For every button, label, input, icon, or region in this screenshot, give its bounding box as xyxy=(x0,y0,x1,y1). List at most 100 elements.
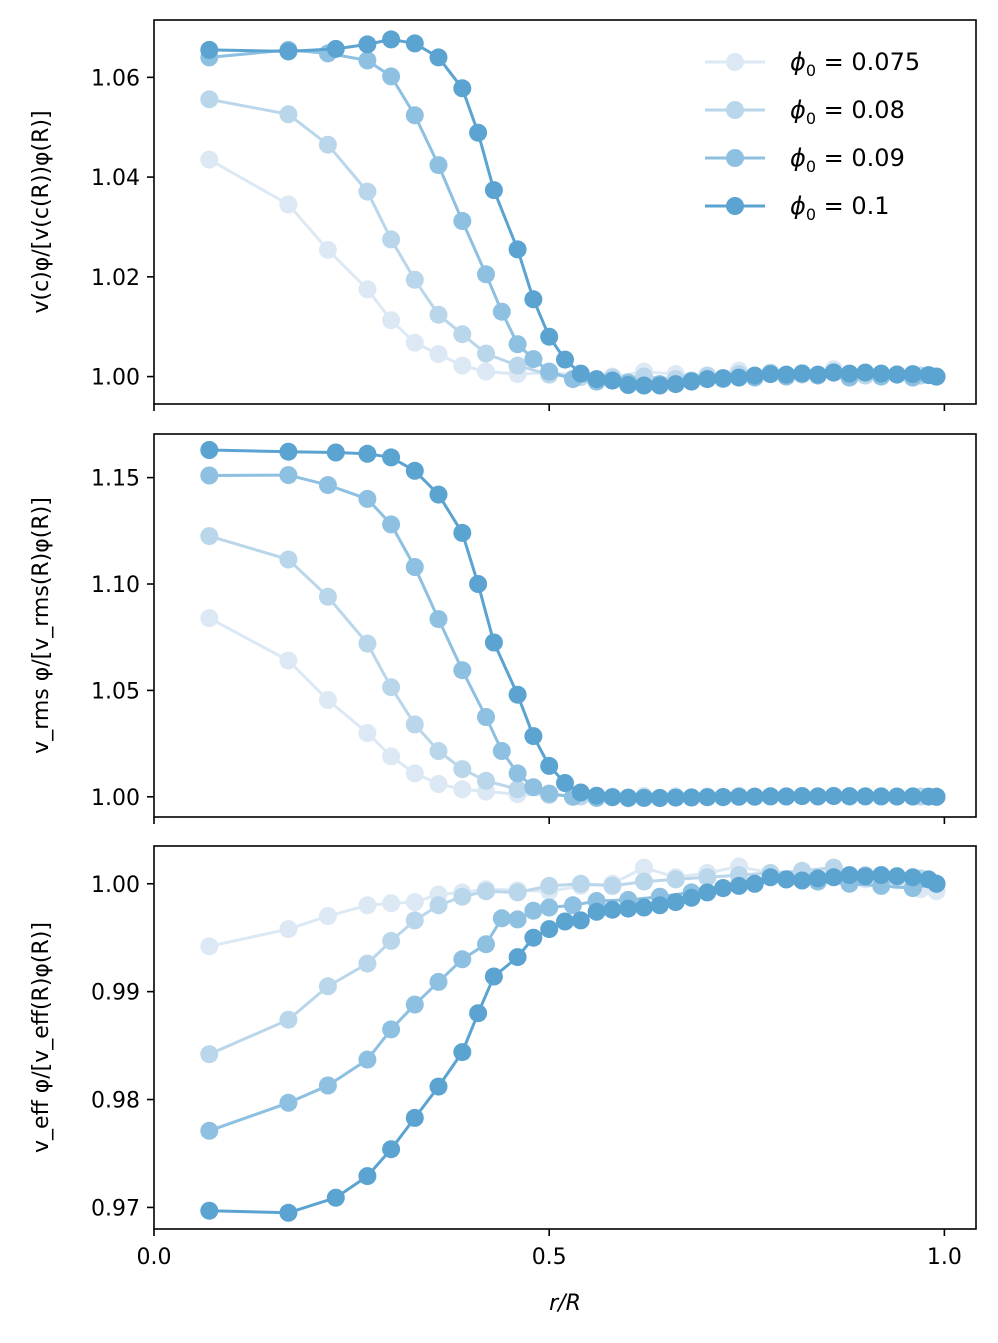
data-point xyxy=(453,79,472,98)
data-point xyxy=(698,788,717,807)
legend-entry: ϕ0 = 0.09 xyxy=(705,144,905,176)
legend-label: ϕ0 = 0.075 xyxy=(790,48,920,80)
panel-bottom: 0.97 0.98 0.99 1.00 0.0 0.5 1.0 v_eff φ/[v_eff(… xyxy=(29,845,977,1316)
data-point xyxy=(563,896,582,915)
x-tick-label: 0.0 xyxy=(137,1245,172,1270)
data-point xyxy=(824,363,843,382)
data-point xyxy=(714,369,733,388)
data-point xyxy=(382,311,401,330)
y-tick-label: 1.00 xyxy=(91,873,140,898)
data-point xyxy=(903,365,922,384)
data-point xyxy=(453,661,472,680)
data-point xyxy=(666,893,685,912)
data-point xyxy=(200,441,219,459)
legend-label: ϕ0 = 0.09 xyxy=(790,144,905,176)
data-point xyxy=(326,1188,345,1207)
data-point xyxy=(382,515,401,534)
panel-top: 1.00 1.02 1.04 1.06 v(c)φ/[v(c(R))φ(R)] xyxy=(29,19,977,411)
data-point xyxy=(808,365,827,384)
data-point xyxy=(540,920,559,939)
data-point xyxy=(927,367,946,386)
data-point xyxy=(429,610,448,629)
data-point xyxy=(729,876,748,895)
data-point xyxy=(469,1004,488,1023)
y-tick-label: 1.06 xyxy=(91,66,140,91)
data-point xyxy=(200,937,219,956)
data-point xyxy=(556,912,574,931)
data-point xyxy=(358,954,377,973)
data-point xyxy=(358,35,377,54)
data-point xyxy=(429,156,448,175)
data-point xyxy=(477,882,495,901)
data-point xyxy=(540,898,559,917)
legend-entry: ϕ0 = 0.075 xyxy=(705,48,920,80)
data-point xyxy=(682,372,701,391)
data-point xyxy=(524,290,543,309)
axes-frame xyxy=(153,845,977,1230)
legend-entry: ϕ0 = 0.08 xyxy=(705,96,905,128)
data-point xyxy=(477,935,495,954)
y-tick-label: 1.10 xyxy=(91,573,140,598)
data-point xyxy=(279,42,298,61)
data-point xyxy=(777,787,796,806)
data-point xyxy=(382,448,401,467)
data-point xyxy=(200,1201,219,1220)
data-point xyxy=(903,787,922,806)
series-3 xyxy=(200,30,946,395)
data-point xyxy=(603,788,622,807)
data-point xyxy=(840,364,859,383)
data-point xyxy=(903,868,922,887)
data-point xyxy=(382,1140,401,1159)
data-point xyxy=(508,764,527,783)
data-point xyxy=(318,1076,337,1095)
data-point xyxy=(571,911,590,930)
data-point xyxy=(666,788,685,807)
data-point xyxy=(524,928,543,947)
y-tick-label: 0.97 xyxy=(91,1196,140,1221)
data-point xyxy=(484,967,503,986)
data-point xyxy=(429,896,448,915)
data-point xyxy=(318,977,337,996)
y-axis-label: v(c)φ/[v(c(R))φ(R)] xyxy=(29,110,54,313)
data-point xyxy=(453,523,472,542)
data-point xyxy=(856,787,875,806)
y-tick-label: 0.98 xyxy=(91,1089,140,1114)
data-point xyxy=(484,633,503,652)
data-point xyxy=(745,366,764,385)
data-point xyxy=(508,685,527,704)
data-point xyxy=(888,365,906,384)
data-point xyxy=(714,788,733,806)
data-point xyxy=(888,867,906,886)
data-point xyxy=(453,950,472,969)
axes-frame xyxy=(153,433,977,818)
data-point xyxy=(556,350,574,369)
data-point xyxy=(405,34,424,53)
data-point xyxy=(603,876,622,895)
panel-middle: 1.00 1.05 1.10 1.15 v_rms φ/[v_rms(R)φ(R)] xyxy=(29,433,977,824)
data-point xyxy=(603,371,622,390)
axes-frame xyxy=(153,19,977,405)
data-point xyxy=(382,747,401,766)
data-point xyxy=(200,527,219,546)
data-point xyxy=(477,362,495,381)
data-point xyxy=(524,778,543,797)
data-point xyxy=(469,575,488,593)
data-point xyxy=(358,1167,377,1186)
data-point xyxy=(508,948,527,967)
data-point xyxy=(484,181,503,200)
data-point xyxy=(358,51,377,70)
data-point xyxy=(405,558,424,576)
data-point xyxy=(358,634,377,653)
legend: ϕ0 = 0.075 ϕ0 = 0.08 ϕ0 = 0.09 ϕ0 = 0.1 xyxy=(705,48,920,224)
legend-label: ϕ0 = 0.08 xyxy=(790,96,905,128)
data-point xyxy=(279,195,298,214)
data-point xyxy=(200,40,219,59)
data-point xyxy=(318,587,337,606)
legend-label: ϕ0 = 0.1 xyxy=(790,192,890,224)
data-point xyxy=(358,489,377,508)
data-point xyxy=(793,871,812,890)
data-point xyxy=(477,344,495,363)
data-point xyxy=(619,899,638,918)
